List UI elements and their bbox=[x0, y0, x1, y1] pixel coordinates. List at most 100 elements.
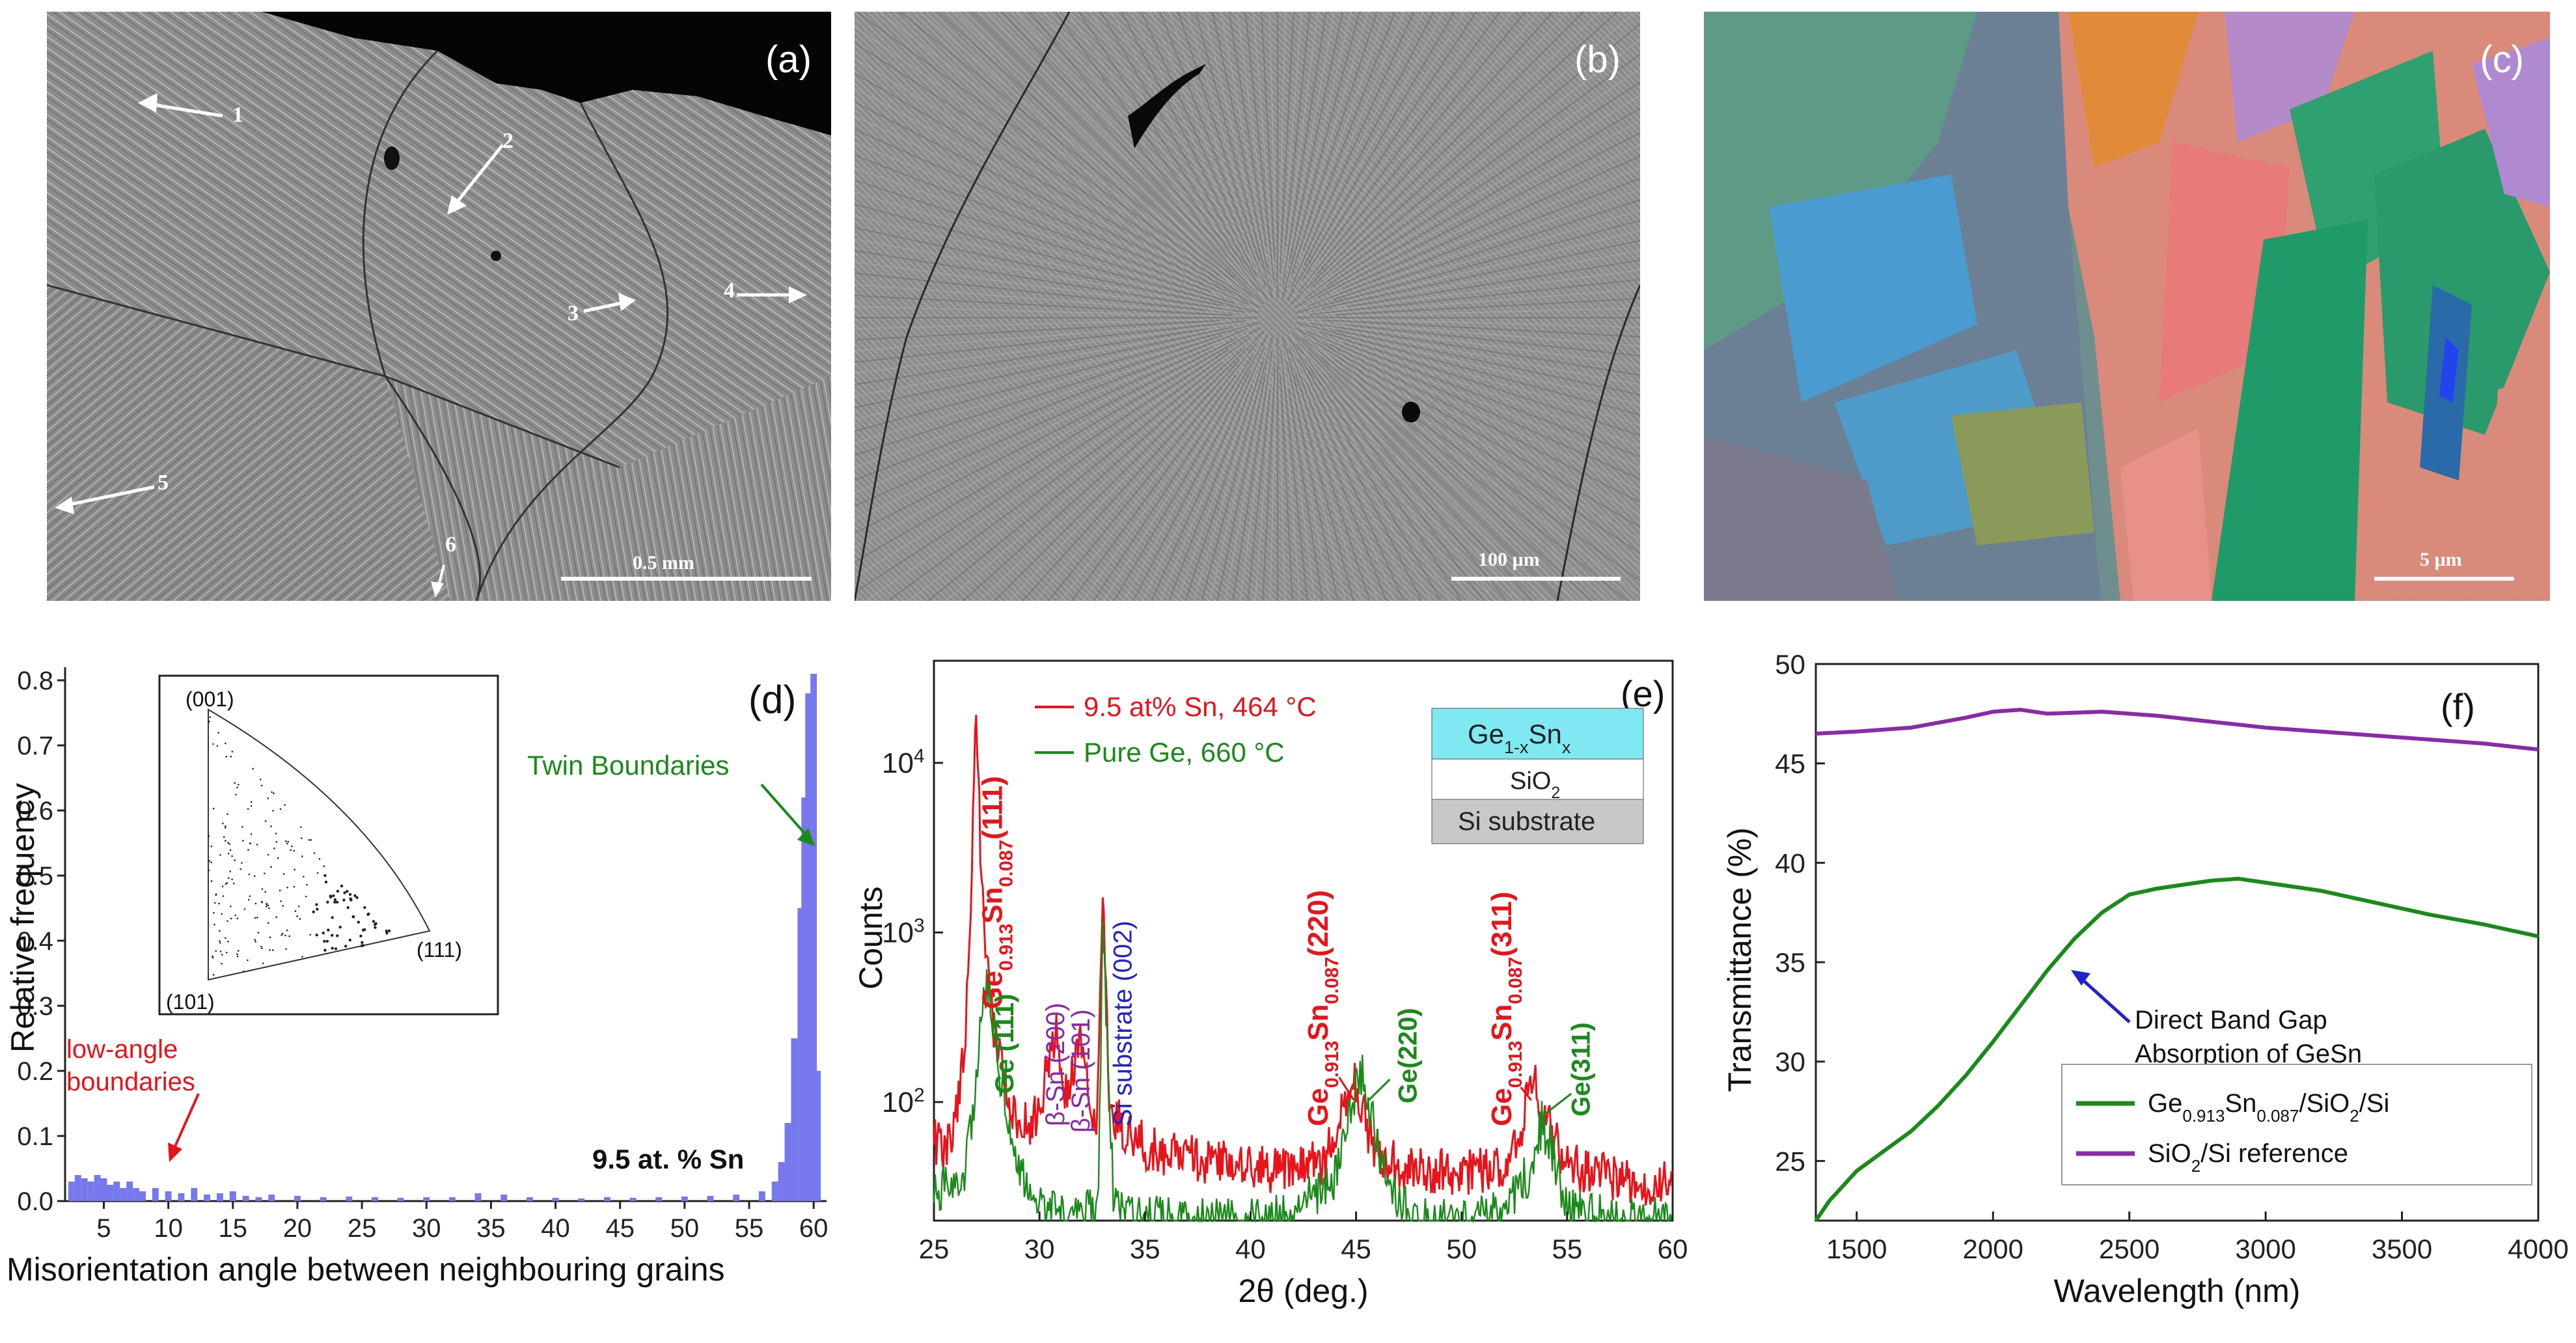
ipf-point bbox=[236, 786, 238, 788]
ipf-point bbox=[238, 950, 240, 952]
ipf-point bbox=[217, 732, 219, 734]
x-tick-label: 40 bbox=[541, 1214, 570, 1243]
ipf-point bbox=[235, 794, 237, 796]
ipf-point bbox=[225, 827, 226, 829]
panel-label-a: (a) bbox=[765, 38, 812, 81]
ipf-point bbox=[273, 792, 275, 794]
ipf-point bbox=[305, 896, 307, 898]
ipf-point bbox=[361, 941, 363, 944]
ipf-point bbox=[355, 896, 358, 899]
histogram-bar bbox=[707, 1196, 714, 1201]
x-tick-label: 15 bbox=[219, 1214, 248, 1243]
ipf-inset: (001)(101)(111) bbox=[159, 676, 498, 1014]
ipf-point bbox=[247, 960, 249, 962]
ipf-point bbox=[340, 885, 343, 887]
ipf-point bbox=[267, 922, 269, 924]
ipf-point bbox=[336, 934, 338, 937]
ipf-point bbox=[260, 946, 262, 948]
ipf-point bbox=[317, 872, 319, 874]
ipf-point bbox=[291, 846, 293, 848]
scale-bar-c bbox=[2374, 577, 2514, 581]
ipf-point bbox=[283, 873, 285, 875]
x-tick-label: 55 bbox=[735, 1214, 764, 1243]
ipf-point bbox=[254, 875, 256, 877]
ipf-point bbox=[343, 891, 346, 894]
y-tick-label: 0.1 bbox=[17, 1122, 53, 1151]
ipf-point bbox=[277, 857, 279, 859]
ipf-point bbox=[222, 885, 224, 887]
ipf-point bbox=[212, 956, 213, 958]
ipf-point bbox=[213, 924, 215, 926]
histogram-bar bbox=[294, 1196, 301, 1201]
ipf-point bbox=[288, 841, 290, 843]
ipf-point bbox=[258, 932, 260, 934]
ipf-point bbox=[213, 974, 215, 976]
ipf-point bbox=[251, 805, 253, 807]
histogram-bar bbox=[759, 1191, 765, 1201]
ipf-point bbox=[223, 837, 225, 838]
ipf-point bbox=[247, 808, 249, 810]
histogram-bar bbox=[553, 1198, 559, 1201]
ipf-point bbox=[346, 890, 348, 893]
ipf-point bbox=[240, 868, 241, 870]
ipf-point bbox=[323, 940, 325, 943]
ipf-point bbox=[232, 751, 234, 753]
ipf-point bbox=[219, 930, 221, 932]
ipf-point bbox=[226, 882, 228, 884]
ipf-point bbox=[225, 756, 227, 758]
peak-label-ge-220: Ge(220) bbox=[1393, 1008, 1422, 1103]
x-tick-label: 50 bbox=[670, 1214, 700, 1243]
ipf-point bbox=[223, 895, 225, 897]
ipf-point bbox=[256, 844, 258, 846]
ipf-point bbox=[301, 855, 303, 857]
histogram-bar bbox=[791, 1038, 797, 1201]
ipf-point bbox=[241, 826, 243, 828]
ipf-point bbox=[335, 947, 337, 950]
ipf-point bbox=[294, 868, 295, 870]
y-tick-label: 35 bbox=[1775, 947, 1805, 978]
histogram-bar bbox=[268, 1195, 275, 1201]
histogram-bar bbox=[681, 1197, 688, 1201]
layer-si-label: Si substrate bbox=[1458, 807, 1595, 836]
histogram-bar bbox=[230, 1191, 236, 1201]
ipf-point bbox=[249, 842, 251, 844]
ipf-point bbox=[248, 899, 250, 901]
histogram-bar bbox=[604, 1197, 610, 1201]
ipf-point bbox=[238, 784, 240, 786]
ipf-point bbox=[221, 963, 223, 965]
ipf-point bbox=[211, 880, 213, 882]
x-tick-label: 60 bbox=[1658, 1234, 1688, 1264]
ipf-point bbox=[296, 915, 298, 917]
ipf-point bbox=[261, 947, 263, 949]
arrow-label-5: 5 bbox=[158, 471, 169, 495]
ipf-point bbox=[347, 906, 349, 909]
x-axis-title: Wavelength (nm) bbox=[2054, 1273, 2301, 1309]
ipf-point bbox=[229, 843, 231, 845]
ipf-point bbox=[286, 843, 288, 845]
ipf-point bbox=[208, 835, 210, 837]
ipf-point bbox=[351, 915, 354, 918]
ipf-point bbox=[251, 833, 253, 835]
ipf-point bbox=[227, 842, 229, 844]
ipf-point bbox=[322, 932, 324, 934]
histogram-bar bbox=[243, 1196, 249, 1201]
ipf-point bbox=[272, 949, 274, 951]
ipf-point bbox=[329, 894, 332, 897]
ipf-point bbox=[225, 840, 226, 842]
sample-label: 9.5 at. % Sn bbox=[592, 1144, 744, 1174]
ipf-point bbox=[357, 921, 360, 923]
ipf-point bbox=[212, 743, 214, 745]
ipf-point bbox=[282, 905, 284, 907]
ipf-point bbox=[210, 861, 212, 863]
ipf-point bbox=[326, 940, 329, 943]
ipf-point bbox=[228, 877, 230, 879]
ipf-point bbox=[218, 903, 220, 905]
y-axis-title: Relative frequency bbox=[5, 783, 41, 1053]
ipf-point bbox=[285, 840, 287, 842]
ipf-point bbox=[215, 950, 217, 952]
y-tick-label: 0.8 bbox=[17, 667, 53, 695]
ipf-point bbox=[219, 942, 221, 944]
ipf-point bbox=[323, 874, 326, 877]
ipf-point bbox=[323, 865, 325, 867]
histogram-bar bbox=[68, 1182, 75, 1201]
